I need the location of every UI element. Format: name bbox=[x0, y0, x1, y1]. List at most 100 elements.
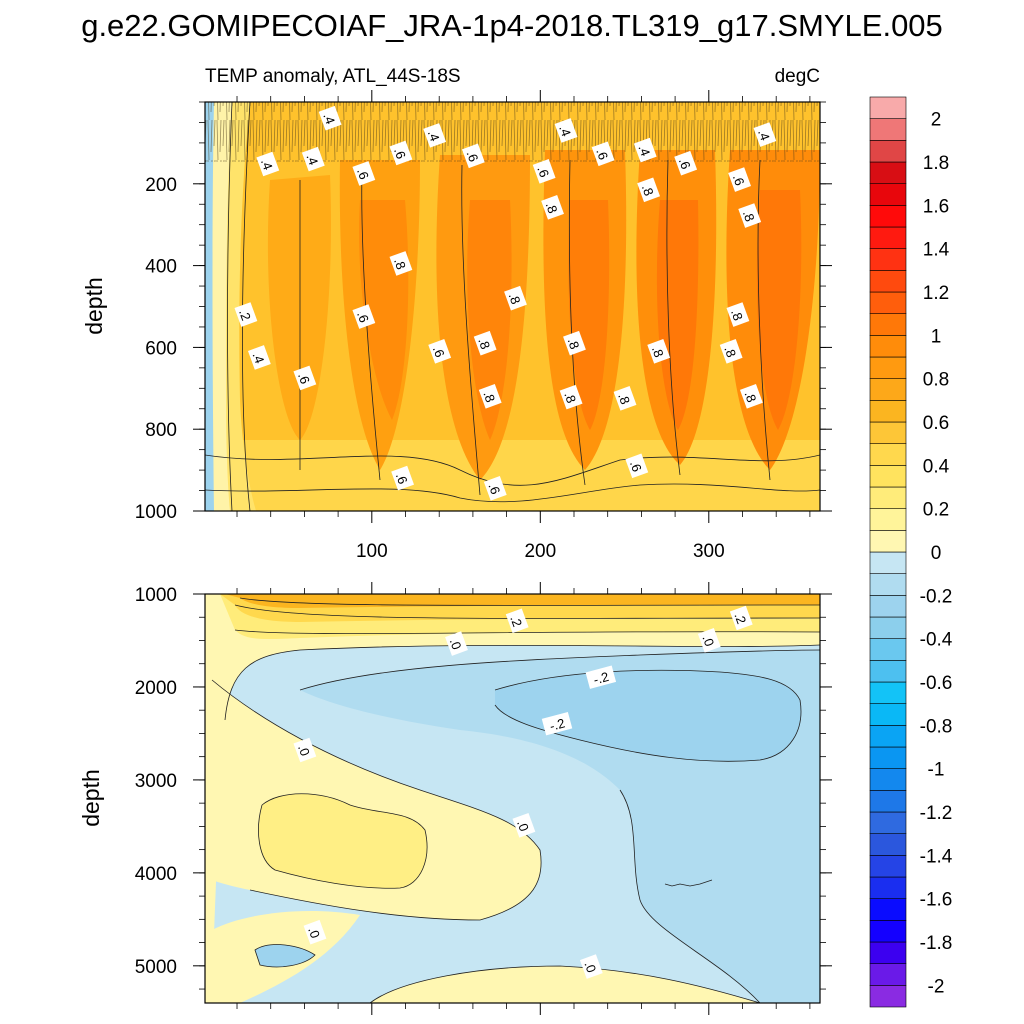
contour-label-text: .6 bbox=[464, 148, 482, 163]
colorbar-tick-label: -1.6 bbox=[920, 890, 953, 911]
contour-label: .4 bbox=[554, 118, 578, 143]
upper-surface-noise bbox=[205, 102, 820, 162]
colorbar-box bbox=[869, 183, 907, 206]
contour-label-box bbox=[318, 105, 342, 131]
contour-label: .6 bbox=[391, 465, 415, 491]
contour-label: .4 bbox=[256, 151, 280, 177]
contour-label-text: .8 bbox=[728, 307, 746, 322]
contour-label-text: .6 bbox=[391, 146, 409, 161]
contour-label-box bbox=[637, 177, 661, 203]
colorbar: 2 1.8 1.6 1.4 1.2 1 0.8 0.6 0.4 0.2 0 -0.2 -0.4 -0.6 -… bbox=[869, 96, 953, 1008]
contour-label-box bbox=[504, 285, 527, 311]
contour-label: .8 bbox=[559, 384, 583, 410]
contour-label: .8 bbox=[726, 302, 750, 327]
colorbar-tick-label: -1.8 bbox=[920, 933, 953, 954]
contour-label: .0 bbox=[579, 954, 603, 979]
colorbar-tick-label: -1 bbox=[928, 760, 945, 781]
variable-subtitle: TEMP anomaly, ATL_44S-18S bbox=[205, 66, 461, 87]
units-subtitle: degC bbox=[775, 66, 820, 87]
contour-label: .4 bbox=[318, 105, 342, 131]
contour-label: .4 bbox=[247, 345, 271, 370]
contour-label-text: .6 bbox=[627, 459, 645, 474]
colorbar-box bbox=[869, 963, 907, 986]
contour-label: .8 bbox=[647, 339, 671, 364]
contour-label-box bbox=[697, 628, 721, 653]
contour-label: .8 bbox=[473, 330, 497, 356]
colorbar-box bbox=[869, 703, 907, 726]
chart-title: g.e22.GOMIPECOIAF_JRA-1p4-2018.TL319_g17… bbox=[81, 8, 943, 43]
colorbar-box bbox=[869, 248, 907, 271]
colorbar-tick-label: -0.8 bbox=[920, 716, 953, 737]
contour-label-box bbox=[423, 123, 447, 148]
contour-label: .8 bbox=[389, 251, 413, 276]
contour-label: .2 bbox=[234, 302, 258, 327]
upper-core bbox=[568, 200, 610, 430]
colorbar-box bbox=[869, 96, 907, 119]
contour-label-text: .6 bbox=[393, 471, 411, 486]
contour-label-text: .4 bbox=[250, 350, 268, 365]
contour-label-text: .8 bbox=[565, 336, 583, 351]
contour-label-box bbox=[256, 151, 280, 177]
colorbar-box bbox=[869, 660, 907, 683]
contour-label-box bbox=[301, 146, 325, 172]
contour-label-text: .0 bbox=[295, 743, 313, 758]
contour-label-text: .8 bbox=[561, 390, 579, 405]
contour-label-box bbox=[585, 665, 617, 689]
contour-label-box bbox=[579, 954, 603, 979]
contour-label-text: .0 bbox=[699, 633, 717, 648]
contour-label: .0 bbox=[697, 628, 721, 653]
contour-label: .6 bbox=[428, 339, 452, 364]
contour-label-box bbox=[541, 195, 564, 220]
contour-label-box bbox=[428, 339, 452, 364]
colorbar-tick-label: 0.4 bbox=[923, 456, 950, 477]
contour-label-box bbox=[478, 384, 502, 409]
contour-label-text: .8 bbox=[649, 344, 667, 359]
contour-label-box bbox=[559, 384, 583, 410]
contour-label: -.2 bbox=[585, 665, 617, 689]
upper-panel: 200 400 600 800 1000 100 200 300 .4 .4 .4 .4 .4 .4.… bbox=[135, 90, 832, 562]
colorbar-box bbox=[869, 421, 907, 444]
upper-y-axis: 200 400 600 800 1000 bbox=[135, 101, 832, 523]
contour-label-box bbox=[391, 465, 415, 491]
contour-label: .6 bbox=[389, 140, 413, 166]
contour-label: .8 bbox=[719, 339, 743, 364]
colorbar-box bbox=[869, 226, 907, 249]
upper-field-lower-band bbox=[205, 440, 820, 511]
contour-label: .8 bbox=[637, 177, 661, 203]
contour-label-box bbox=[728, 167, 752, 192]
contour-label-text: .8 bbox=[615, 391, 633, 406]
contour-label: -.2 bbox=[541, 711, 573, 736]
lower-contour-labels: .2 .2 .0 .0 -.2 -.2 .0 .0 .0 .0 bbox=[293, 605, 753, 979]
contour-label-box bbox=[352, 304, 376, 329]
colorbar-tick-label: 1.6 bbox=[923, 196, 949, 217]
contour-label-box bbox=[389, 140, 413, 166]
colorbar-box bbox=[869, 378, 907, 401]
colorbar-tick-label: 1 bbox=[931, 326, 942, 347]
upper-core bbox=[756, 190, 802, 430]
colorbar-box bbox=[869, 313, 907, 336]
colorbar-box bbox=[869, 638, 907, 661]
lower-bottom-positive bbox=[370, 966, 760, 1003]
contour-label-box bbox=[445, 631, 468, 656]
colorbar-box bbox=[869, 573, 907, 596]
x-tick-label: 300 bbox=[693, 541, 725, 562]
contour-label: .6 bbox=[352, 161, 376, 186]
lower-negative-pocket bbox=[255, 944, 315, 967]
x-tick-label: 100 bbox=[356, 541, 388, 562]
upper-core bbox=[467, 200, 512, 440]
contour-label-text: .2 bbox=[507, 613, 525, 628]
colorbar-tick-label: 0.6 bbox=[923, 413, 949, 434]
contour-label: .8 bbox=[563, 330, 586, 356]
colorbar-box bbox=[869, 941, 907, 964]
colorbar-box bbox=[869, 616, 907, 639]
contour-label-text: .0 bbox=[514, 818, 532, 833]
contour-label-text: .6 bbox=[295, 371, 313, 386]
colorbar-box bbox=[869, 465, 907, 488]
contour-label: .6 bbox=[461, 143, 485, 169]
colorbar-box bbox=[869, 161, 907, 184]
contour-label-box bbox=[633, 137, 657, 163]
contour-label-box bbox=[726, 302, 750, 327]
contour-label-text: .4 bbox=[635, 143, 653, 158]
lower-positive-core bbox=[258, 793, 428, 889]
contour-label: .0 bbox=[445, 631, 468, 656]
